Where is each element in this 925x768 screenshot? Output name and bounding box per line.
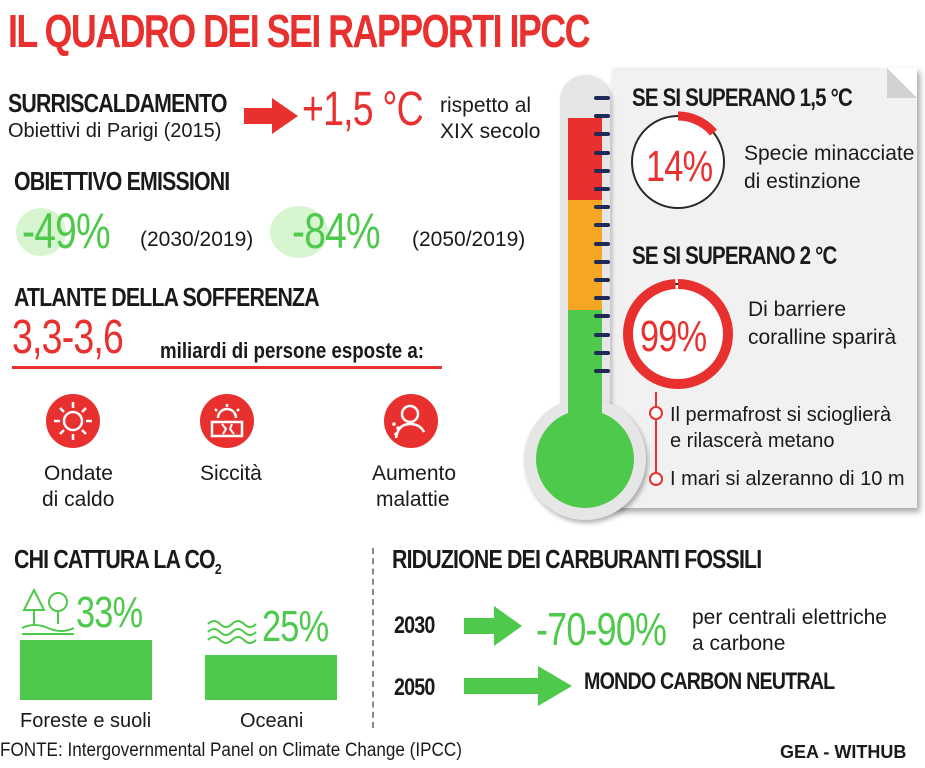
fossil-heading: RIDUZIONE DEI CARBURANTI FOSSILI xyxy=(392,544,762,574)
warming-note-1: rispetto al xyxy=(440,94,532,117)
co2-label-2: Oceani xyxy=(240,710,304,732)
bullet1-line1: Il permafrost si scioglierà xyxy=(670,404,892,426)
panel-heading-2: SE SI SUPERANO 2 °C xyxy=(632,242,837,270)
co2-label-1: Foreste e suoli xyxy=(20,710,152,732)
thermometer-tick xyxy=(594,278,610,282)
stat2-ring xyxy=(623,279,733,389)
warming-heading: SURRISCALDAMENTO xyxy=(8,88,227,118)
bullet1-line2: e rilascerà metano xyxy=(670,430,835,452)
warming-value: +1,5 °C xyxy=(302,83,424,136)
emissions-period-2: (2050/2019) xyxy=(412,228,526,251)
panel-fold xyxy=(887,68,917,98)
emissions-heading: OBIETTIVO EMISSIONI xyxy=(14,166,230,196)
thermometer-tick xyxy=(594,168,610,173)
thermometer-tick xyxy=(594,241,610,246)
atlas-item-2-line1: Siccità xyxy=(200,462,262,485)
thermometer-red xyxy=(568,118,602,200)
thermometer-tick xyxy=(594,369,610,373)
emissions-blob-1 xyxy=(16,208,66,256)
thermometer-tick xyxy=(594,314,610,319)
thermometer-orange xyxy=(568,200,602,310)
thermometer-tick xyxy=(594,223,610,228)
emissions-value-2: -84% xyxy=(292,203,381,259)
thermometer-tick xyxy=(594,96,610,100)
co2-bar-oceans xyxy=(205,654,337,700)
stat2-line1: Di barriere xyxy=(748,298,847,321)
co2-value-2: 25% xyxy=(262,602,329,651)
co2-heading-text: CHI CATTURA LA CO xyxy=(14,544,216,574)
emissions-blob-2 xyxy=(270,206,328,258)
thermometer-tick xyxy=(594,296,610,301)
co2-heading-sub: 2 xyxy=(214,561,222,579)
panel-heading-1: SE SI SUPERANO 1,5 °C xyxy=(632,84,853,112)
fossil-note-1: per centrali elettriche xyxy=(692,606,887,629)
atlas-item-3-line1: Aumento xyxy=(372,462,457,485)
warming-sub: Obiettivi di Parigi (2015) xyxy=(8,120,222,142)
sick-person-icon xyxy=(384,394,438,448)
waves-icon xyxy=(207,620,257,644)
emissions-period-1: (2030/2019) xyxy=(140,228,254,251)
co2-bar-forests xyxy=(20,640,152,700)
long-arrow-right-icon xyxy=(464,666,572,706)
atlas-item-1-line1: Ondate xyxy=(44,462,113,485)
stat1-line2: di estinzione xyxy=(744,170,861,193)
stat1-value: 14% xyxy=(646,142,713,191)
atlas-heading: ATLANTE DELLA SOFFERENZA xyxy=(14,282,320,312)
thermometer-tick xyxy=(594,187,610,191)
source-text: FONTE: Intergovernmental Panel on Climat… xyxy=(0,740,462,761)
bullet-dot-1 xyxy=(649,406,663,420)
arrow-right-icon xyxy=(244,98,298,134)
thermometer-tick xyxy=(594,350,610,355)
fossil-value-2030: -70-90% xyxy=(536,603,667,655)
thermometer-tick xyxy=(594,205,610,210)
thermometer-bulb xyxy=(536,410,634,508)
bullet-dot-2 xyxy=(649,472,663,486)
atlas-value: 3,3-3,6 xyxy=(12,311,124,364)
thermometer-tick xyxy=(594,259,610,264)
stat1-line1: Specie minacciate xyxy=(744,142,915,165)
atlas-underline xyxy=(12,366,442,369)
sun-icon xyxy=(46,394,100,448)
thermometer-tick xyxy=(594,132,610,137)
page-title: IL QUADRO DEI SEI RAPPORTI IPCC xyxy=(8,5,591,57)
stat1-ring xyxy=(627,111,729,213)
fossil-note-2: a carbone xyxy=(692,632,786,655)
emissions-value-1: -49% xyxy=(22,203,111,259)
co2-value-1: 33% xyxy=(76,588,143,637)
forest-icon xyxy=(21,588,75,635)
fossil-value-2050: MONDO CARBON NEUTRAL xyxy=(584,668,835,695)
warming-note-2: XIX secolo xyxy=(440,120,541,143)
bullet-line xyxy=(655,392,657,480)
stat2-line2: coralline sparirà xyxy=(748,326,897,349)
thermometer-tick xyxy=(594,114,610,119)
arrow-right-icon xyxy=(464,606,522,646)
bullet2: I mari si alzeranno di 10 m xyxy=(670,468,905,490)
atlas-text: miliardi di persone esposte a: xyxy=(160,338,424,363)
section-divider xyxy=(372,548,374,728)
drought-icon xyxy=(200,394,254,448)
thermometer-green xyxy=(568,310,602,420)
stat2-value: 99% xyxy=(640,312,707,361)
thermometer-tick xyxy=(594,332,610,337)
co2-heading: CHI CATTURA LA CO2 xyxy=(14,544,222,579)
credit-text: GEA - WITHUB xyxy=(780,742,907,762)
thermometer-tick xyxy=(594,150,610,155)
fossil-year-2050: 2050 xyxy=(394,674,435,701)
fossil-year-2030: 2030 xyxy=(394,612,435,639)
atlas-item-3-line2: malattie xyxy=(376,488,450,511)
atlas-item-1-line2: di caldo xyxy=(42,488,115,511)
